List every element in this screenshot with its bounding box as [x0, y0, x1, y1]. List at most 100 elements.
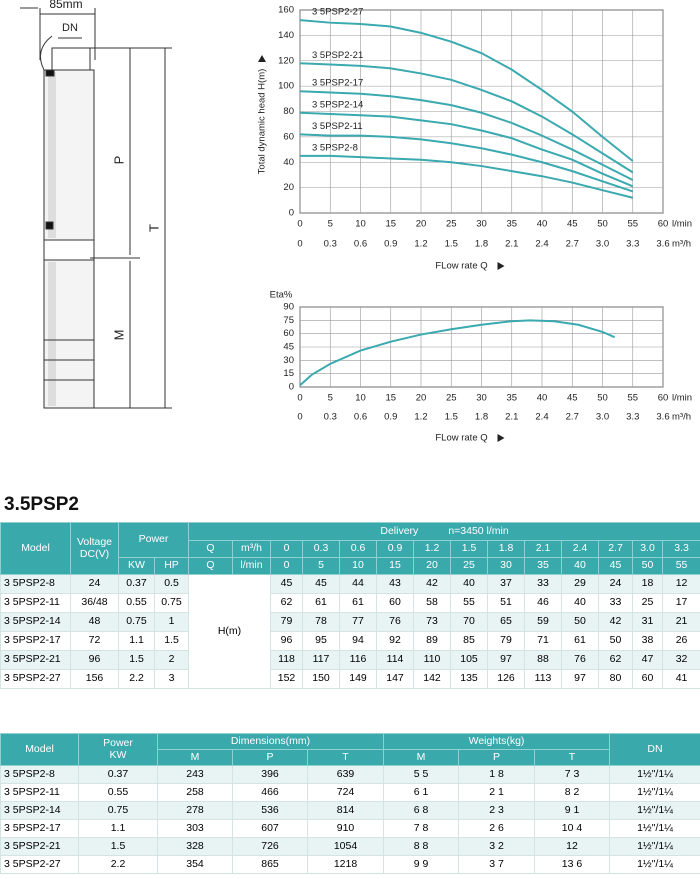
cell: 6 8: [383, 801, 459, 820]
x2-tick-label: 0.3: [324, 412, 337, 423]
x2-tick-label: 0: [297, 412, 302, 423]
cell: 2: [153, 650, 190, 670]
value-cell: 17: [662, 593, 700, 613]
header-cell: 50: [632, 557, 664, 575]
cell: 72: [70, 631, 119, 651]
value-cell: 61: [561, 631, 600, 651]
header-cell: HP: [153, 557, 190, 575]
x-tick-label: 20: [416, 219, 427, 230]
curve: [299, 62, 634, 174]
value-cell: 142: [413, 669, 452, 689]
value-cell: 62: [270, 593, 304, 613]
cell: 607: [232, 819, 308, 838]
x-tick-label: 15: [385, 219, 396, 230]
value-cell: 26: [662, 631, 700, 651]
value-cell: 33: [598, 593, 634, 613]
model-cell: 3 5PSP2-17: [0, 819, 79, 838]
value-cell: 71: [524, 631, 563, 651]
x2-tick-label: 0.3: [324, 239, 337, 250]
row: 3 5PSP2-21 96 1.5 2 118 117 116 114 110 105 97 88 76…: [0, 650, 700, 670]
curve: [300, 154, 633, 199]
header-cell: M: [157, 749, 233, 766]
x2-tick-label: 3.3: [626, 412, 639, 423]
y-tick-label: 100: [278, 81, 294, 92]
width-label: 85mm: [49, 0, 82, 11]
value-cell: 92: [376, 631, 415, 651]
x2-tick-label: 3.6: [656, 412, 669, 423]
y-axis-title: Eta%: [270, 290, 293, 301]
value-cell: 58: [413, 593, 452, 613]
value-cell: 46: [524, 593, 563, 613]
x2-unit: m³/h: [672, 239, 691, 250]
value-cell: 73: [413, 612, 452, 632]
curve-label: 3 5PSP2-17: [312, 78, 363, 89]
header-cell: 45: [598, 557, 634, 575]
x2-tick-label: 3.0: [596, 239, 609, 250]
cell: 910: [307, 819, 384, 838]
value-cell: 70: [450, 612, 489, 632]
speed-label: n=3450 l/min: [448, 524, 509, 537]
header-cell: 0: [270, 540, 304, 558]
value-cell: 31: [632, 612, 664, 632]
y-axis-title: Total dynamic head H(m): [257, 69, 268, 175]
cell: 9 1: [533, 801, 611, 820]
header-cell: 0.3: [302, 540, 341, 558]
header-cell: 40: [561, 557, 600, 575]
m-label: M: [111, 330, 126, 341]
x-tick-label: 10: [355, 219, 366, 230]
cell: 48: [70, 612, 119, 632]
cell: 0.75: [118, 612, 155, 632]
cell: 13 6: [533, 855, 611, 874]
x2-tick-label: 1.2: [414, 239, 427, 250]
value-cell: 41: [662, 669, 700, 689]
model-cell: 3 5PSP2-8: [0, 765, 79, 784]
y-tick-label: 80: [283, 106, 294, 117]
value-cell: 45: [270, 574, 304, 594]
value-cell: 114: [376, 650, 415, 670]
cell: 243: [157, 765, 233, 784]
model-cell: 3 5PSP2-14: [0, 801, 79, 820]
y-tick-label: 45: [283, 342, 294, 353]
x-tick-label: 55: [627, 393, 638, 404]
x2-tick-label: 2.1: [505, 239, 518, 250]
value-cell: 135: [450, 669, 489, 689]
header-cell: 2.7: [598, 540, 634, 558]
value-cell: 79: [270, 612, 304, 632]
arrow: [258, 55, 266, 62]
header-cell: Model: [0, 733, 79, 766]
header-text: Power: [103, 737, 133, 750]
x-unit: l/min: [672, 219, 692, 230]
cell: 1½"/1¼: [609, 819, 700, 838]
header-cell: Power KW: [78, 733, 158, 766]
cell: 0.55: [118, 593, 155, 613]
x-axis-title: FLow rate Q: [435, 433, 487, 444]
y-tick-label: 30: [283, 355, 294, 366]
x2-tick-label: 2.1: [505, 412, 518, 423]
model-cell: 3 5PSP2-21: [0, 837, 79, 856]
model-cell: 3 5PSP2-17: [0, 631, 71, 651]
cell: 3 7: [458, 855, 535, 874]
x-tick-label: 60: [658, 393, 669, 404]
x2-tick-label: 2.7: [566, 239, 579, 250]
cell: 0.55: [78, 783, 158, 802]
x2-tick-label: 3.6: [656, 239, 669, 250]
cell: 0.5: [153, 574, 190, 594]
x-tick-label: 25: [446, 393, 457, 404]
value-cell: 65: [487, 612, 526, 632]
dn-label: DN: [62, 22, 78, 34]
curve: [299, 111, 634, 188]
curve-label: 3 5PSP2-27: [312, 7, 363, 18]
y-tick-label: 20: [283, 182, 294, 193]
header-cell: 30: [487, 557, 526, 575]
cell: 0.75: [78, 801, 158, 820]
header-cell: DN: [609, 733, 700, 766]
row: Model Voltage DC(V) Power Delivery n=3450 l/…: [0, 522, 700, 575]
h-cell: H(m): [188, 574, 272, 689]
x-tick-label: 50: [597, 219, 608, 230]
x-tick-label: 30: [476, 219, 487, 230]
x-tick-label: 45: [567, 393, 578, 404]
value-cell: 105: [450, 650, 489, 670]
